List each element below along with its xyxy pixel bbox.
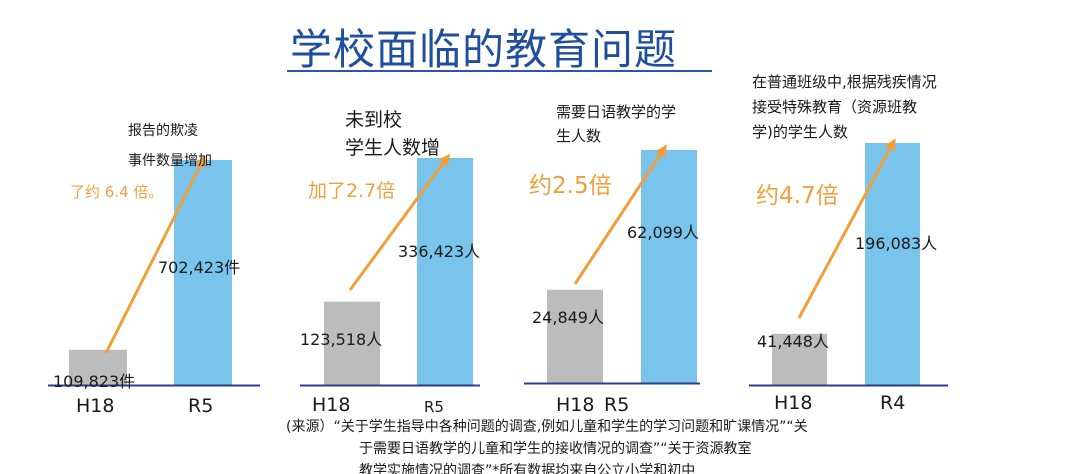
title-underline bbox=[287, 70, 712, 72]
chart-1-growth-arrow bbox=[104, 155, 206, 354]
chart-2-caption-line: 学生人数增 bbox=[345, 137, 441, 159]
chart-4-category-h18: H18 bbox=[774, 392, 813, 414]
chart-1-caption-line: 事件数量增加 bbox=[128, 153, 212, 169]
chart-3-h18-value-label: 24,849人 bbox=[532, 308, 604, 327]
chart-1-r5-value-label: 702,423件 bbox=[158, 258, 241, 277]
chart-2-growth-arrow bbox=[348, 153, 451, 291]
chart-2-r5-value-label: 336,423人 bbox=[398, 242, 481, 261]
chart-3-bar-r5 bbox=[641, 150, 697, 383]
chart-4-growth-label: 约4.7倍 bbox=[756, 183, 839, 209]
source-note-line: 教学实施情况的调查”*所有数据均来自公立小学和初中 bbox=[359, 463, 696, 474]
chart-3-category-h18: H18 bbox=[556, 394, 595, 416]
chart-4-bar-h18 bbox=[772, 333, 827, 385]
chart-4-caption: 在普通班级中,根据残疾情况 接受特殊教育（资源班教 学)的学生人数 bbox=[752, 70, 937, 145]
chart-1-growth-label: 了约 6.4 倍。 bbox=[70, 183, 164, 201]
source-note-line: 于需要日语教学的儿童和学生的接收情况的调查”“关于资源教室 bbox=[359, 441, 752, 457]
chart-3-category-r5: R5 bbox=[604, 394, 630, 416]
chart-2-bar-h18 bbox=[324, 301, 380, 385]
chart-1-h18-value-label: 109,823件 bbox=[53, 372, 136, 391]
chart-3-growth-arrow bbox=[573, 144, 667, 285]
chart-1-category-r5: R5 bbox=[188, 395, 214, 417]
chart-2-category-r5: R5 bbox=[424, 398, 444, 416]
source-note-line: (来源）“关于学生指导中各种问题的调查,例如儿童和学生的学习问题和旷课情况”“关 bbox=[286, 419, 808, 435]
chart-2-caption-line: 未到校 bbox=[345, 109, 403, 131]
chart-3-growth-label: 约2.5倍 bbox=[529, 173, 612, 199]
chart-3-caption-line: 生人数 bbox=[556, 127, 602, 145]
chart-4-bar-r4 bbox=[865, 143, 920, 385]
chart-4-growth-arrow bbox=[797, 138, 896, 319]
page-title: 学校面临的教育问题 bbox=[290, 25, 678, 74]
chart-4-caption-line: 在普通班级中,根据残疾情况 bbox=[752, 73, 937, 91]
chart-4-r4-value-label: 196,083人 bbox=[855, 234, 938, 253]
chart-2-caption: 未到校 学生人数增 bbox=[345, 106, 440, 162]
chart-3-r5-value-label: 62,099人 bbox=[627, 223, 699, 242]
chart-1-bar-h18 bbox=[69, 349, 127, 385]
source-note: (来源）“关于学生指导中各种问题的调查,例如儿童和学生的学习问题和旷课情况”“关… bbox=[286, 416, 966, 474]
chart-1-category-h18: H18 bbox=[76, 395, 115, 417]
chart-2-growth-label: 加了2.7倍 bbox=[308, 180, 396, 202]
chart-4-caption-line: 接受特殊教育（资源班教 bbox=[752, 98, 918, 116]
chart-1-caption-line: 报告的欺凌 bbox=[128, 123, 198, 139]
chart-4-category-r4: R4 bbox=[880, 392, 906, 414]
chart-4-h18-value-label: 41,448人 bbox=[757, 332, 829, 351]
chart-2-bar-r5 bbox=[417, 158, 473, 385]
chart-3-bar-h18 bbox=[547, 289, 603, 383]
chart-4-caption-line: 学)的学生人数 bbox=[752, 123, 848, 141]
chart-3-caption-line: 需要日语教学的学 bbox=[556, 103, 677, 121]
chart-3-caption: 需要日语教学的学 生人数 bbox=[556, 100, 676, 148]
chart-1-caption: 报告的欺凌 事件数量增加 bbox=[128, 116, 212, 176]
chart-2-h18-value-label: 123,518人 bbox=[300, 330, 383, 349]
chart-2-category-h18: H18 bbox=[312, 394, 351, 416]
